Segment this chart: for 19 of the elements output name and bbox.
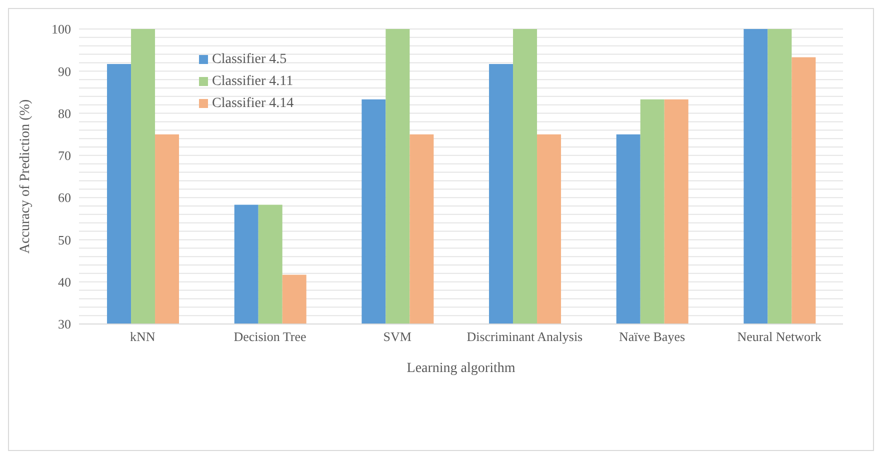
y-tick-label: 40 (58, 274, 71, 290)
y-tick-label: 50 (58, 232, 71, 248)
legend-label: Classifier 4.5 (212, 52, 287, 67)
x-tick-label: Discriminant Analysis (466, 329, 583, 344)
y-tick-label: 100 (52, 22, 71, 37)
x-tick-label: kNN (130, 329, 156, 344)
x-axis-title: Learning algorithm (406, 361, 516, 376)
y-tick-label: 90 (58, 64, 71, 79)
y-tick-label: 30 (58, 316, 71, 332)
legend-label: Classifier 4.14 (212, 96, 294, 111)
x-tick-label: Naïve Bayes (618, 329, 686, 344)
y-tick-label: 70 (58, 148, 71, 164)
x-tick-label: Decision Tree (234, 329, 307, 344)
x-tick-label: SVM (383, 329, 412, 344)
y-tick-label: 60 (58, 190, 71, 206)
y-axis-title: Accuracy of Prediction (%) (18, 99, 33, 254)
legend-label: Classifier 4.11 (212, 74, 294, 89)
x-tick-label: Neural Network (737, 329, 822, 344)
y-tick-label: 80 (58, 106, 71, 121)
